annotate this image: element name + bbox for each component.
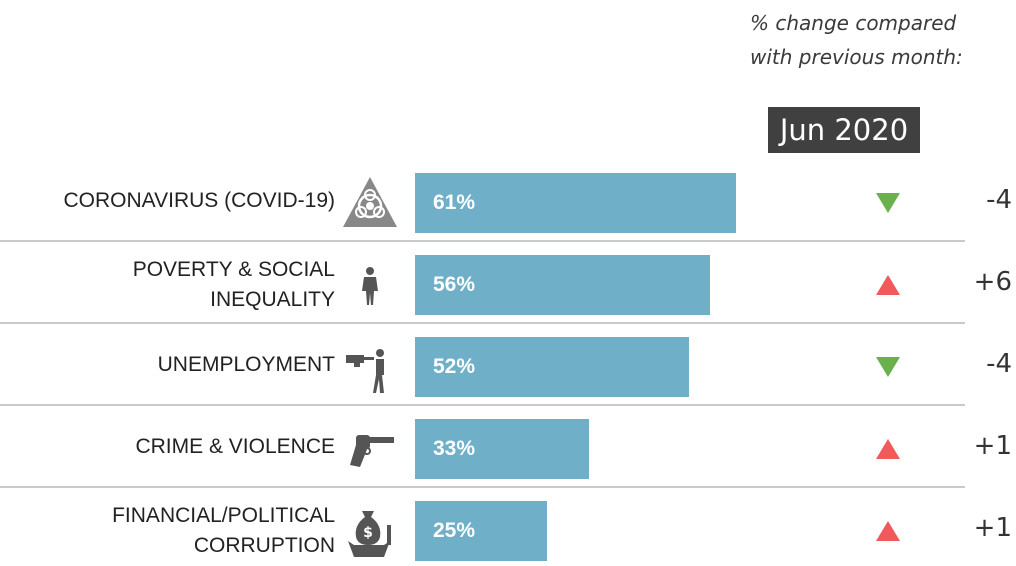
bar: 52% xyxy=(415,337,690,397)
money-bag-hand-icon: $ xyxy=(340,501,400,566)
up-arrow-icon xyxy=(876,521,900,546)
bar: 25% xyxy=(415,501,547,561)
change-note-line-1: % change compared xyxy=(750,11,957,35)
bar-value-label: 52% xyxy=(433,355,476,378)
category-label-line: FINANCIAL/POLITICAL xyxy=(112,504,335,527)
change-value: -4 xyxy=(986,349,1012,379)
person-icon xyxy=(340,255,400,320)
bar-value-label: 61% xyxy=(433,191,476,214)
up-arrow-icon xyxy=(876,275,900,300)
down-arrow-icon xyxy=(876,357,900,382)
change-value: +1 xyxy=(973,431,1012,461)
category-label: POVERTY & SOCIAL INEQUALITY xyxy=(0,255,335,315)
biohazard-icon xyxy=(340,173,400,238)
bar: 56% xyxy=(415,255,711,315)
category-label-line: CORONAVIRUS (COVID-19) xyxy=(63,189,335,212)
bar: 33% xyxy=(415,419,589,479)
svg-text:$: $ xyxy=(363,525,373,541)
revolver-icon xyxy=(340,419,400,484)
category-label-line: CORRUPTION xyxy=(193,534,335,557)
row-divider xyxy=(0,322,965,324)
category-label-line: CRIME & VIOLENCE xyxy=(135,435,335,458)
bar-value-label: 56% xyxy=(433,273,476,296)
row-divider xyxy=(0,486,965,488)
bar-value-label: 25% xyxy=(433,519,476,542)
category-label: CORONAVIRUS (COVID-19) xyxy=(0,186,335,216)
category-label: FINANCIAL/POLITICAL CORRUPTION xyxy=(0,501,335,561)
period-badge: Jun 2020 xyxy=(768,107,920,153)
category-label-line: UNEMPLOYMENT xyxy=(157,353,335,376)
category-label-line: INEQUALITY xyxy=(210,288,335,311)
down-arrow-icon xyxy=(876,193,900,218)
bar-value-label: 33% xyxy=(433,437,476,460)
row-divider xyxy=(0,404,965,406)
bar: 61% xyxy=(415,173,737,233)
change-value: -4 xyxy=(986,185,1012,215)
change-note: % change compared with previous month: xyxy=(750,6,1012,74)
row-divider xyxy=(0,240,965,242)
category-label-line: POVERTY & SOCIAL xyxy=(132,258,335,281)
fired-worker-icon xyxy=(340,337,400,402)
change-value: +6 xyxy=(973,267,1012,297)
up-arrow-icon xyxy=(876,439,900,464)
category-label: CRIME & VIOLENCE xyxy=(0,432,335,462)
change-note-line-2: with previous month: xyxy=(750,45,963,69)
category-label: UNEMPLOYMENT xyxy=(0,350,335,380)
change-value: +1 xyxy=(973,513,1012,543)
